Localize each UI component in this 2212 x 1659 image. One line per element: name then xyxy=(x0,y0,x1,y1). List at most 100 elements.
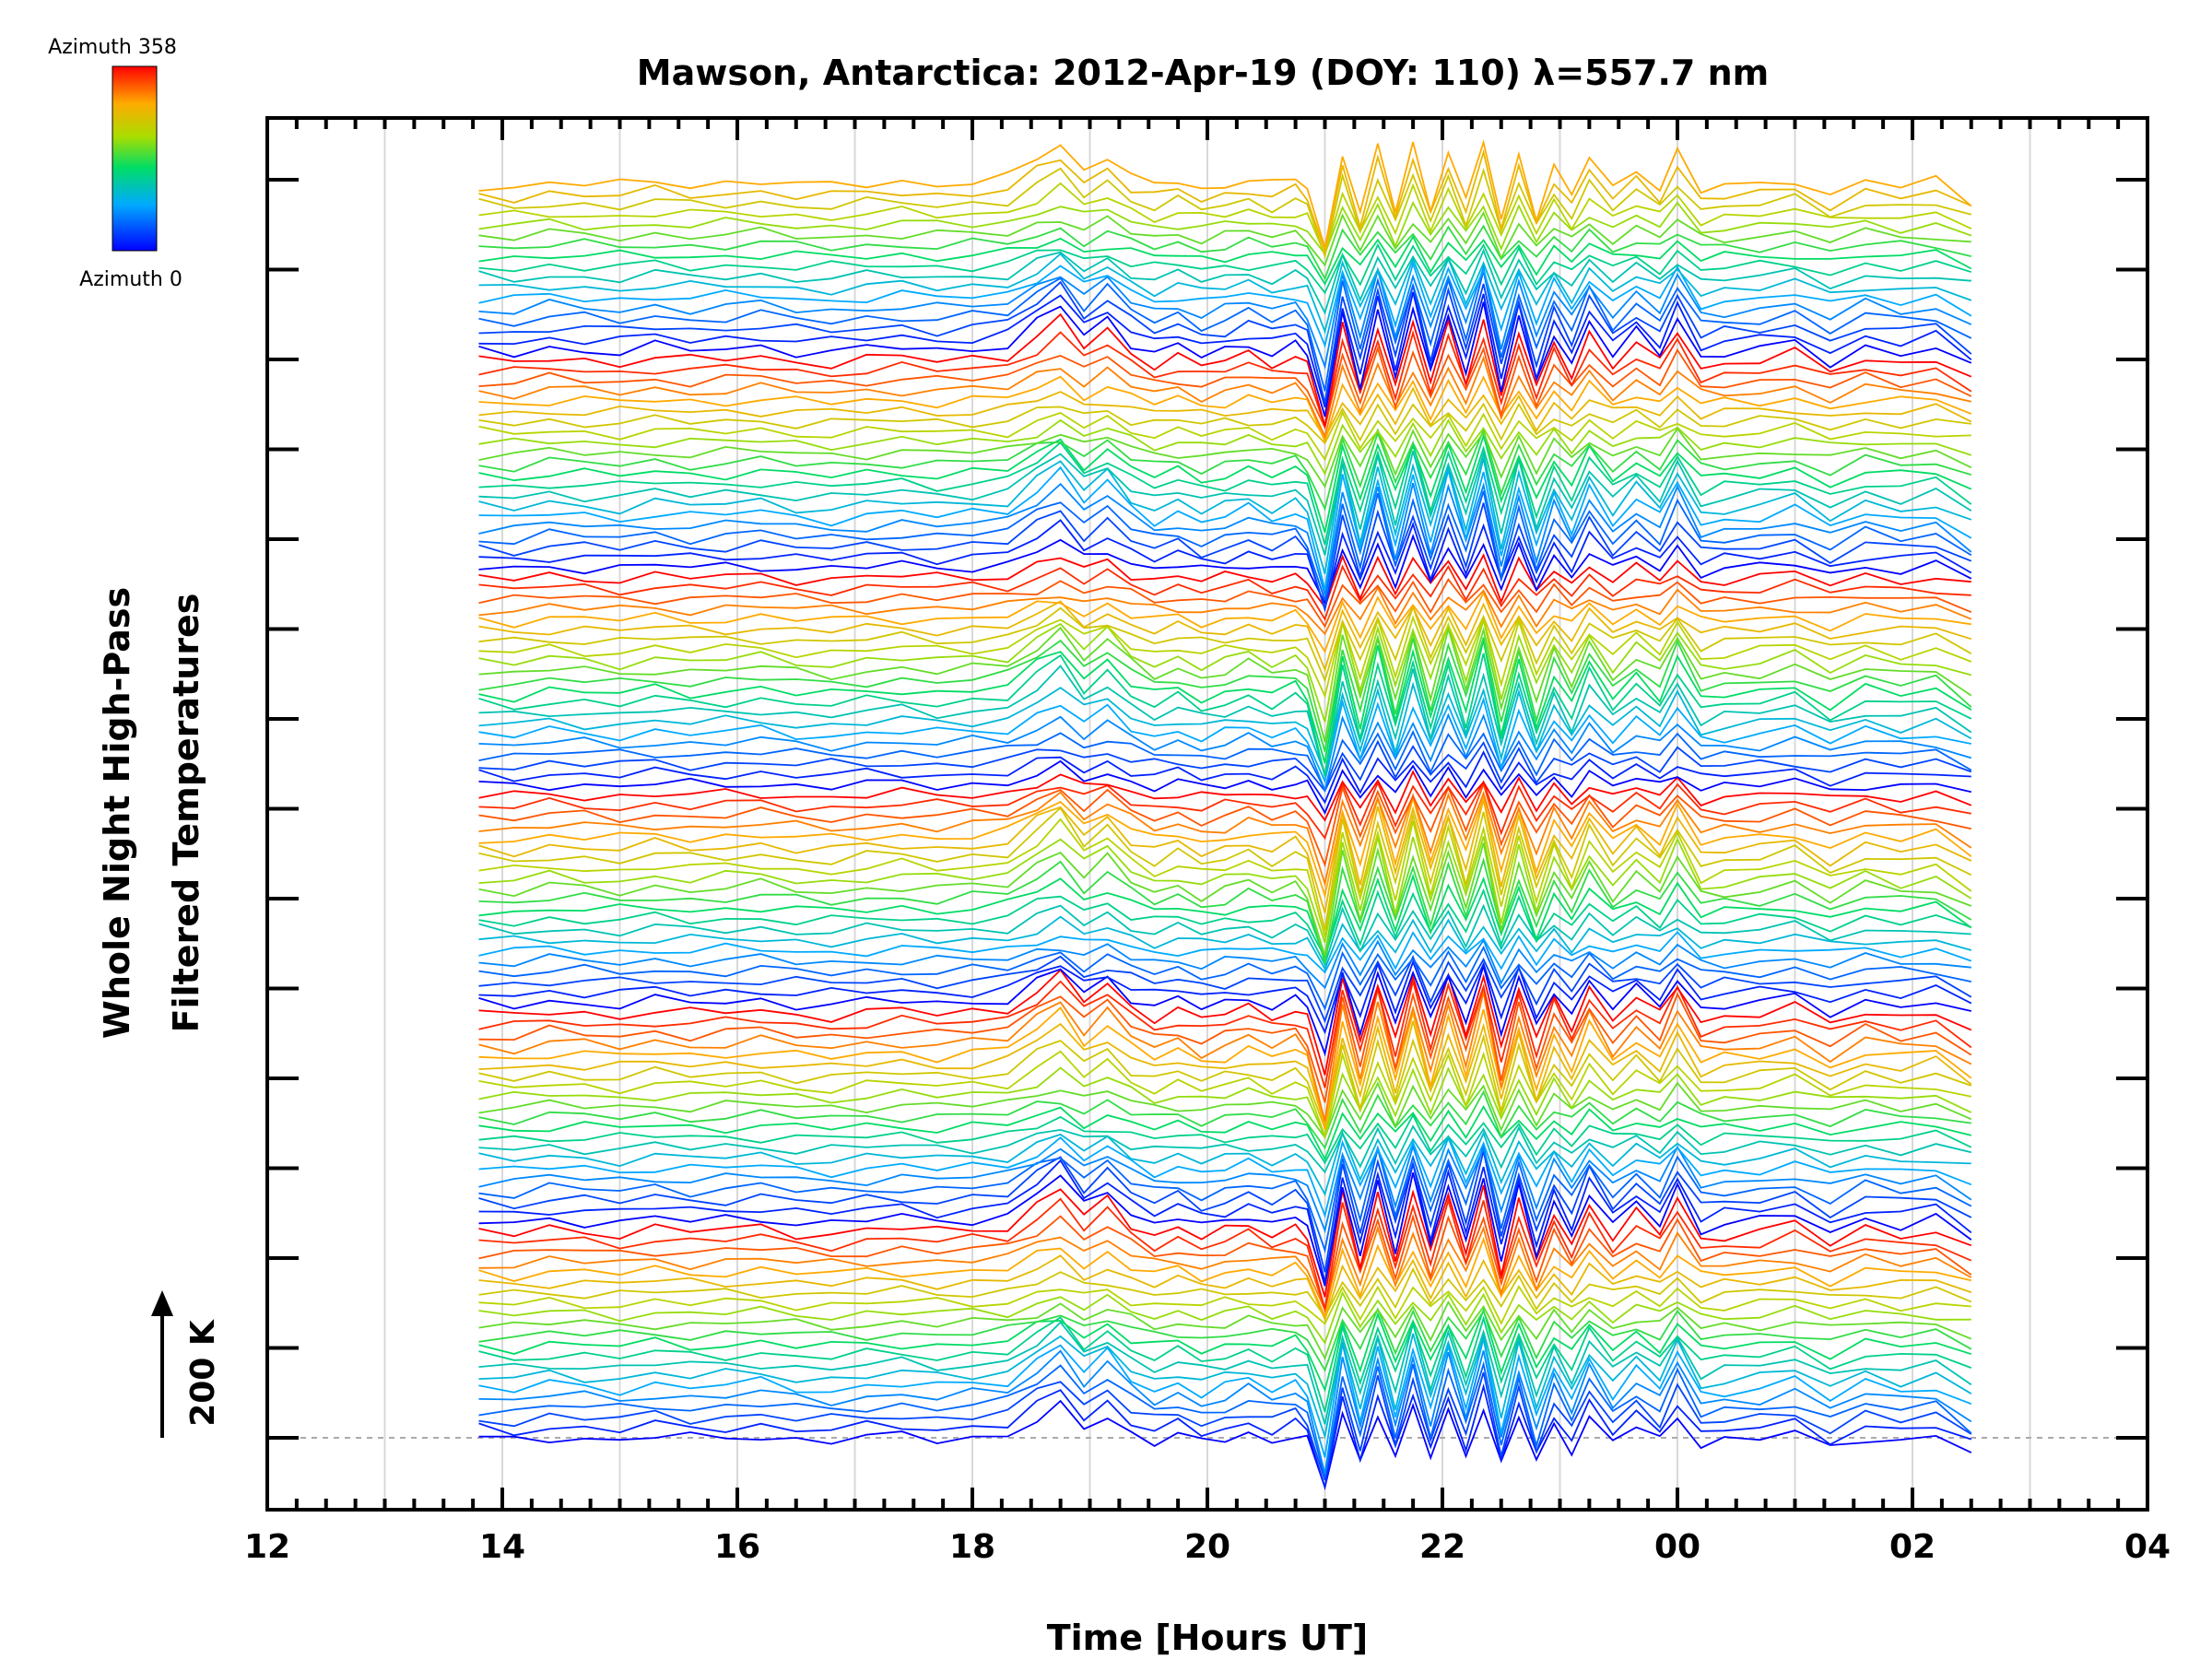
temperature-trace xyxy=(478,955,1972,1024)
temperature-trace xyxy=(478,248,1971,315)
temperature-trace xyxy=(478,730,1972,793)
temperature-trace xyxy=(478,1300,1972,1361)
temperature-trace xyxy=(478,1349,1972,1475)
temperature-trace xyxy=(478,1333,1972,1441)
temperature-trace xyxy=(478,980,1972,1088)
temperature-trace xyxy=(478,1290,1971,1345)
temperature-trace xyxy=(478,148,1972,253)
temperature-trace xyxy=(478,653,1972,776)
y-axis-ticks xyxy=(267,178,2147,1440)
scale-bar-arrowhead xyxy=(151,1290,173,1316)
temperature-trace xyxy=(478,490,1972,601)
temperature-trace xyxy=(478,1130,1971,1197)
temperature-trace xyxy=(478,903,1971,967)
temperature-trace xyxy=(478,1267,1972,1319)
temperature-trace xyxy=(478,553,1971,609)
temperature-trace xyxy=(478,930,1972,974)
temperature-trace xyxy=(478,1236,1971,1319)
temperature-trace xyxy=(478,969,1972,1076)
temperature-trace xyxy=(478,1006,1972,1130)
temperature-trace xyxy=(478,440,1972,546)
temperature-trace xyxy=(478,502,1972,610)
temperature-trace xyxy=(478,1066,1972,1140)
temperature-trace xyxy=(478,770,1972,822)
x-tick-label: 18 xyxy=(949,1528,995,1566)
x-tick-label: 12 xyxy=(244,1528,290,1566)
temperature-trace xyxy=(478,465,1972,591)
temperature-trace xyxy=(478,938,1971,990)
temperature-trace xyxy=(478,139,1972,249)
temperature-trace xyxy=(478,794,1972,900)
temperature-trace xyxy=(478,210,1971,267)
temperature-trace xyxy=(478,224,1972,281)
temperature-trace xyxy=(478,418,1972,477)
temperature-trace xyxy=(478,818,1972,937)
temperature-trace xyxy=(478,1360,1972,1478)
temperature-trace xyxy=(478,1113,1972,1165)
colorbar: Azimuth 358 Azimuth 0 xyxy=(48,36,182,291)
temperature-trace xyxy=(478,857,1972,964)
temperature-trace xyxy=(478,1307,1972,1393)
temperature-trace xyxy=(478,1225,1972,1312)
temperature-trace xyxy=(478,842,1972,957)
temperature-trace xyxy=(478,1104,1972,1161)
temperature-trace xyxy=(478,410,1971,462)
temperature-trace xyxy=(478,888,1972,960)
temperature-trace xyxy=(478,1135,1972,1218)
temperature-trace xyxy=(478,1081,1972,1139)
temperature-trace xyxy=(478,962,1971,1057)
temperature-trace xyxy=(478,986,1972,1103)
x-tick-label: 00 xyxy=(1654,1528,1700,1566)
temperature-trace xyxy=(478,260,1972,348)
temperature-trace xyxy=(478,590,1971,653)
y-axis-label-line-1: Whole Night High-Pass xyxy=(97,587,137,1039)
scale-bar-label: 200 K xyxy=(184,1319,222,1427)
temperature-trace xyxy=(478,534,1972,606)
temperature-trace xyxy=(478,345,1972,430)
temperature-trace xyxy=(478,1338,1972,1458)
temperature-trace xyxy=(478,1382,1972,1488)
temperature-trace xyxy=(478,1184,1972,1298)
temperature-trace xyxy=(478,427,1972,512)
temperature-trace xyxy=(478,1399,1972,1491)
temperature-trace xyxy=(478,1254,1972,1323)
temperature-trace xyxy=(478,780,1971,841)
scale-bar: 200 K xyxy=(151,1290,222,1438)
y-axis-label-line-2: Filtered Temperatures xyxy=(166,594,206,1033)
temperature-trace xyxy=(478,640,1972,764)
temperature-trace xyxy=(478,264,1972,371)
temperature-trace xyxy=(478,329,1972,430)
colorbar-gradient xyxy=(112,65,158,252)
temperature-trace xyxy=(478,167,1972,260)
temperature-trace xyxy=(478,301,1972,418)
temperature-trace xyxy=(478,1143,1972,1234)
temperature-trace xyxy=(478,759,1972,815)
temperature-trace xyxy=(478,959,1972,1035)
x-axis-ticks: 12 14 16 18 20 22 00 02 04 xyxy=(244,118,2171,1566)
temperature-trace xyxy=(478,1145,1972,1253)
temperature-trace xyxy=(478,619,1972,723)
temperature-trace xyxy=(478,1307,1972,1372)
temperature-trace xyxy=(478,696,1971,784)
temperature-trace xyxy=(478,253,1972,335)
temperature-trace xyxy=(478,836,1972,944)
temperature-trace xyxy=(478,1172,1972,1287)
temperature-trace xyxy=(478,799,1972,913)
x-tick-label: 02 xyxy=(1889,1528,1936,1566)
temperature-trace xyxy=(478,637,1972,752)
x-axis-label: Time [Hours UT] xyxy=(1047,1618,1369,1658)
x-tick-label: 20 xyxy=(1184,1528,1230,1566)
temperature-trace xyxy=(478,625,1972,743)
temperature-trace xyxy=(478,235,1972,286)
temperature-trace xyxy=(478,1020,1972,1126)
temperature-trace xyxy=(478,578,1972,629)
temperature-trace xyxy=(478,1033,1972,1132)
temperature-trace xyxy=(478,1159,1972,1283)
temperature-trace xyxy=(478,712,1972,794)
temperature-trace xyxy=(478,402,1971,445)
temperature-trace xyxy=(478,270,1972,392)
temperature-trace xyxy=(478,1124,1972,1174)
temperature-trace xyxy=(478,427,1972,488)
temperature-trace xyxy=(478,945,1971,1011)
temperature-trace xyxy=(478,201,1972,256)
